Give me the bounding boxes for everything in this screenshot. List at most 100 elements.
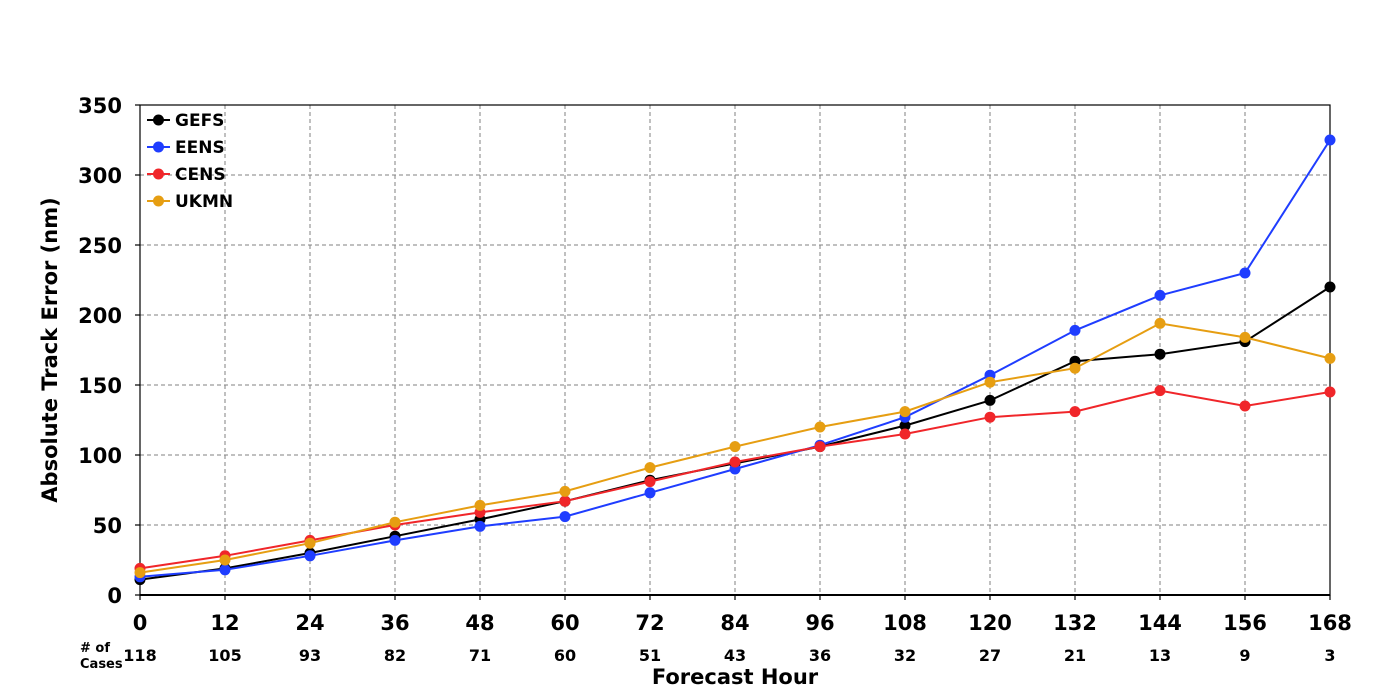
case-count: 27: [979, 646, 1001, 665]
y-axis-title: Absolute Track Error (nm): [38, 197, 62, 502]
data-point: [899, 406, 911, 418]
y-tick-label: 200: [78, 304, 122, 328]
cases-label-line1: # of: [80, 641, 110, 656]
data-point: [644, 487, 656, 499]
case-count: 82: [384, 646, 406, 665]
x-tick-label: 144: [1138, 611, 1182, 635]
data-point: [729, 456, 741, 468]
case-count: 36: [809, 646, 831, 665]
data-point: [1154, 317, 1166, 329]
data-point: [1239, 331, 1251, 343]
data-point: [559, 485, 571, 497]
x-axis-title: Forecast Hour: [652, 665, 819, 689]
case-count: 118: [123, 646, 156, 665]
x-tick-label: 60: [550, 611, 579, 635]
case-count: 105: [208, 646, 241, 665]
x-tick-label: 0: [133, 611, 148, 635]
data-point: [389, 534, 401, 546]
case-count: 71: [469, 646, 491, 665]
series-layer: [134, 134, 1336, 586]
data-point: [219, 554, 231, 566]
y-tick-label: 50: [93, 514, 122, 538]
x-tick-label: 24: [295, 611, 324, 635]
x-tick-label: 168: [1308, 611, 1352, 635]
x-tick-label: 48: [465, 611, 494, 635]
legend-item-gefs: GEFS: [147, 111, 224, 131]
data-point: [559, 495, 571, 507]
case-count: 43: [724, 646, 746, 665]
x-tick-label: 72: [635, 611, 664, 635]
data-point: [1324, 134, 1336, 146]
data-point: [644, 462, 656, 474]
legend-swatch-marker: [153, 195, 164, 207]
x-tick-label: 96: [805, 611, 834, 635]
case-count: 93: [299, 646, 321, 665]
data-point: [1154, 289, 1166, 301]
data-point: [1324, 352, 1336, 364]
legend-label: EENS: [175, 138, 225, 158]
legend-swatch-marker: [153, 168, 164, 180]
y-tick-label: 100: [78, 444, 122, 468]
data-point: [1069, 362, 1081, 374]
data-point: [389, 516, 401, 528]
data-point: [984, 411, 996, 423]
series-ukmn: [134, 317, 1336, 579]
cases-row: # of Cases 118 105 93 82 71 60 51 43 36 32 27 21 13 9…: [80, 641, 1336, 672]
legend-swatch-marker: [153, 141, 164, 153]
x-tick-label: 120: [968, 611, 1012, 635]
y-tick-label: 350: [78, 94, 122, 118]
case-count: 3: [1324, 646, 1335, 665]
data-point: [304, 550, 316, 562]
legend: GEFS EENS CENS UKMN: [147, 111, 233, 212]
data-point: [1239, 400, 1251, 412]
data-point: [134, 567, 146, 579]
data-point: [814, 421, 826, 433]
data-point: [899, 420, 911, 432]
case-count: 21: [1064, 646, 1086, 665]
x-tick-label: 36: [380, 611, 409, 635]
data-point: [1069, 324, 1081, 336]
data-point: [1154, 348, 1166, 360]
legend-item-cens: CENS: [147, 165, 226, 185]
data-point: [1154, 385, 1166, 397]
y-tick-label: 300: [78, 164, 122, 188]
data-point: [1069, 406, 1081, 418]
data-point: [984, 394, 996, 406]
legend-label: GEFS: [175, 111, 224, 131]
data-point: [474, 499, 486, 511]
y-tick-label: 250: [78, 234, 122, 258]
data-point: [644, 476, 656, 488]
case-count: 51: [639, 646, 661, 665]
data-point: [1239, 267, 1251, 279]
data-point: [559, 511, 571, 523]
data-point: [304, 537, 316, 549]
y-tick-labels: 0 50 100 150 200 250 300 350: [78, 94, 140, 608]
data-point: [219, 564, 231, 576]
y-tick-label: 0: [107, 584, 122, 608]
data-point: [474, 520, 486, 532]
legend-item-eens: EENS: [147, 138, 225, 158]
x-tick-label: 132: [1053, 611, 1097, 635]
x-tick-label: 108: [883, 611, 927, 635]
case-count: 32: [894, 646, 916, 665]
legend-label: UKMN: [175, 192, 233, 212]
y-tick-label: 150: [78, 374, 122, 398]
cases-label-line2: Cases: [80, 657, 123, 672]
data-point: [984, 376, 996, 388]
legend-label: CENS: [175, 165, 226, 185]
data-point: [729, 441, 741, 453]
x-tick-label: 84: [720, 611, 749, 635]
case-count: 13: [1149, 646, 1171, 665]
data-point: [1324, 281, 1336, 293]
legend-swatch-marker: [153, 114, 164, 126]
data-point: [899, 428, 911, 440]
case-count: 60: [554, 646, 576, 665]
data-point: [1324, 386, 1336, 398]
data-point: [814, 441, 826, 453]
case-count: 9: [1239, 646, 1250, 665]
grid-layer: [140, 105, 1330, 595]
x-tick-labels: 0 12 24 36 48 60 72 84 96 108 120 132 144 156 168: [133, 595, 1352, 635]
legend-item-ukmn: UKMN: [147, 192, 233, 212]
x-tick-label: 156: [1223, 611, 1267, 635]
